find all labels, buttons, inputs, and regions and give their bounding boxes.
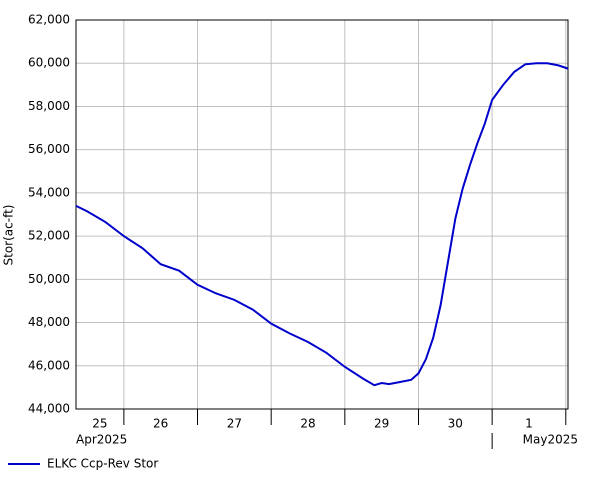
y-tick-label: 52,000 <box>28 229 70 243</box>
x-band-label: 1 <box>525 417 533 431</box>
legend-label: ELKC Ccp-Rev Stor <box>47 457 158 471</box>
x-band-label: 28 <box>300 417 315 431</box>
y-tick-label: 50,000 <box>28 272 70 286</box>
y-axis-label: Stor(ac-ft) <box>2 205 16 266</box>
x-month-label: May2025 <box>523 433 578 447</box>
x-band-label: 30 <box>448 417 463 431</box>
x-band-label: 26 <box>153 417 168 431</box>
y-tick-label: 48,000 <box>28 315 70 329</box>
x-band-label: 29 <box>374 417 389 431</box>
x-month-label: Apr2025 <box>76 433 127 447</box>
y-tick-label: 46,000 <box>28 358 70 372</box>
y-tick-label: 44,000 <box>28 402 70 416</box>
plot-frame <box>75 19 569 410</box>
x-band-label: 27 <box>227 417 242 431</box>
y-tick-label: 58,000 <box>28 99 70 113</box>
y-tick-label: 62,000 <box>28 13 70 27</box>
data-line <box>75 62 569 387</box>
x-band-label: 25 <box>92 417 107 431</box>
y-tick-label: 60,000 <box>28 56 70 70</box>
y-tick-label: 56,000 <box>28 142 70 156</box>
y-tick-label: 54,000 <box>28 185 70 199</box>
